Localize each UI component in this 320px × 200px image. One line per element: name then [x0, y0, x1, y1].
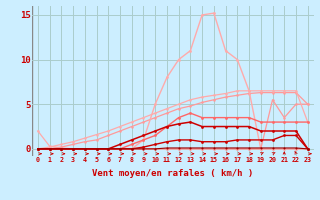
X-axis label: Vent moyen/en rafales ( km/h ): Vent moyen/en rafales ( km/h ) — [92, 169, 253, 178]
